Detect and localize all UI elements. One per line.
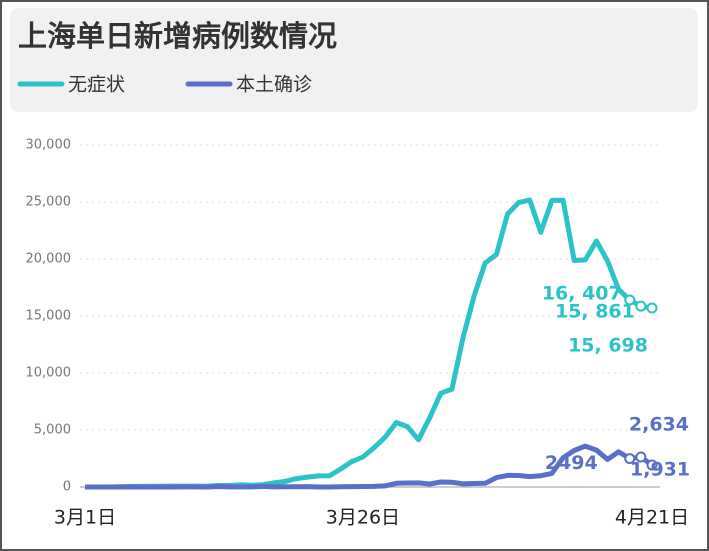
data-label: 16, 407 bbox=[542, 282, 622, 304]
y-tick-label: 5,000 bbox=[34, 423, 71, 438]
point-marker bbox=[635, 300, 647, 312]
series-line bbox=[85, 443, 654, 490]
chart-title: 上海单日新增病例数情况 bbox=[18, 19, 337, 53]
header-bg bbox=[10, 8, 698, 112]
y-tick-label: 20,000 bbox=[26, 252, 72, 267]
x-tick-label: 4月21日 bbox=[615, 507, 689, 529]
point-marker bbox=[624, 294, 636, 306]
point-marker bbox=[635, 451, 647, 463]
x-tick-label: 3月26日 bbox=[326, 507, 400, 529]
x-tick-label: 3月1日 bbox=[54, 507, 116, 529]
point-marker bbox=[646, 302, 658, 314]
data-label: 15, 698 bbox=[568, 335, 648, 357]
data-label: 2,634 bbox=[629, 413, 689, 435]
y-tick-label: 10,000 bbox=[26, 366, 72, 381]
data-label: 2494 bbox=[545, 452, 598, 474]
y-tick-label: 30,000 bbox=[26, 138, 72, 153]
data-label: 1,931 bbox=[630, 458, 690, 480]
data-label: 15, 861 bbox=[555, 301, 635, 323]
y-tick-label: 25,000 bbox=[26, 195, 72, 210]
legend-label: 无症状 bbox=[68, 74, 125, 96]
legend-label: 本土确诊 bbox=[236, 74, 312, 96]
y-tick-label: 15,000 bbox=[26, 309, 72, 324]
point-marker bbox=[646, 459, 658, 471]
point-marker bbox=[624, 453, 636, 465]
y-tick-label: 0 bbox=[63, 480, 71, 495]
